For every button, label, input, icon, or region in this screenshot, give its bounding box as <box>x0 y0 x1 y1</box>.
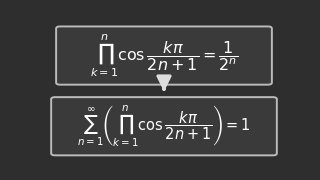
Text: $\prod_{k=1}^{n} \cos \dfrac{k\pi}{2n+1} = \dfrac{1}{2^n}$: $\prod_{k=1}^{n} \cos \dfrac{k\pi}{2n+1}… <box>90 32 238 79</box>
Text: $\sum_{n=1}^{\infty} \left( \prod_{k=1}^{n} \cos \dfrac{k\pi}{2n+1} \right) = 1$: $\sum_{n=1}^{\infty} \left( \prod_{k=1}^… <box>77 104 251 149</box>
FancyBboxPatch shape <box>51 97 277 155</box>
FancyBboxPatch shape <box>56 26 272 85</box>
